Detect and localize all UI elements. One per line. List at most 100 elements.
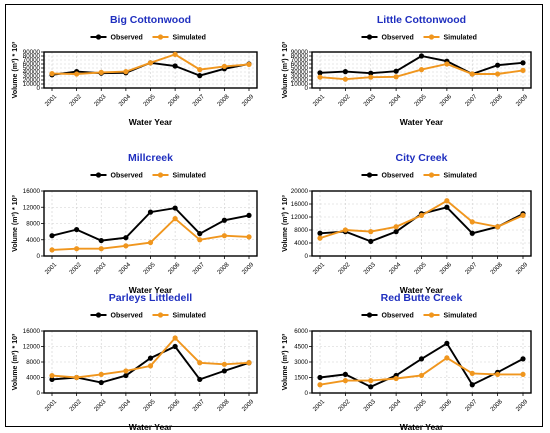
- data-point-observed: [469, 382, 475, 388]
- y-tick-label: 60000: [23, 61, 41, 68]
- data-point-observed: [317, 230, 323, 236]
- x-tick-label: 2004: [117, 93, 132, 108]
- data-point-observed: [147, 355, 154, 361]
- data-point-observed: [172, 343, 178, 350]
- y-tick-label: 10000: [291, 81, 309, 88]
- legend-observed-label: Observed: [111, 313, 143, 320]
- y-tick-label: 30000: [291, 73, 309, 80]
- data-point-observed: [74, 226, 80, 233]
- x-tick-label: 2003: [93, 261, 108, 276]
- x-tick-label: 2002: [68, 261, 83, 276]
- x-tick-label: 2001: [44, 261, 59, 276]
- data-point-observed: [246, 212, 252, 218]
- y-tick-label: 12000: [23, 344, 41, 351]
- data-point-simulated: [368, 378, 374, 384]
- y-tick-label: 6000: [294, 328, 308, 335]
- data-point-simulated: [98, 371, 104, 377]
- y-tick-label: 50000: [291, 65, 309, 72]
- x-tick-label: 2009: [515, 93, 530, 108]
- data-point-simulated: [317, 74, 323, 80]
- data-point-simulated: [444, 355, 450, 361]
- x-tick-label: 2001: [44, 93, 59, 108]
- data-point-observed: [368, 238, 374, 244]
- y-tick-label: 8000: [294, 227, 308, 234]
- data-point-simulated: [246, 234, 252, 240]
- y-tick-label: 8000: [26, 221, 40, 228]
- data-point-observed: [98, 379, 104, 386]
- data-point-simulated: [197, 67, 203, 73]
- x-tick-label: 2004: [388, 261, 403, 276]
- data-point-simulated: [221, 361, 227, 367]
- x-tick-label: 2006: [438, 93, 453, 108]
- y-tick-label: 90000: [291, 49, 309, 56]
- data-point-observed: [98, 237, 104, 244]
- data-point-simulated: [469, 370, 475, 376]
- y-axis-label: Volume (m³) * 10³: [282, 333, 289, 390]
- legend-observed-label: Observed: [111, 35, 143, 42]
- legend-simulated-marker: [157, 34, 164, 40]
- data-point-observed: [393, 68, 399, 74]
- x-tick-label: 2007: [191, 398, 206, 413]
- legend-simulated-label: Simulated: [444, 313, 477, 320]
- y-tick-label: 70000: [291, 57, 309, 64]
- y-tick-label: 20000: [23, 77, 41, 84]
- y-tick-label: 16000: [291, 201, 309, 208]
- data-point-simulated: [368, 229, 374, 235]
- legend-observed-marker: [95, 172, 102, 178]
- x-tick-label: 2005: [413, 93, 428, 108]
- data-point-observed: [342, 69, 348, 75]
- x-tick-label: 2001: [44, 398, 59, 413]
- chart-panel-3: Millcreek Observed Simulated 0 4000 8000 12000…: [12, 152, 258, 295]
- legend-observed-label: Observed: [382, 173, 414, 180]
- x-tick-label: 2003: [93, 93, 108, 108]
- plot-area-border: [43, 190, 258, 257]
- data-point-simulated: [495, 71, 501, 77]
- data-point-simulated: [317, 382, 323, 388]
- data-point-simulated: [123, 69, 129, 75]
- x-tick-label: 2005: [142, 93, 157, 108]
- x-tick-label: 2008: [489, 261, 504, 276]
- plot-area-border: [311, 330, 532, 394]
- y-tick-label: 0: [305, 85, 309, 92]
- x-tick-label: 2001: [312, 261, 327, 276]
- x-tick-label: 2006: [438, 398, 453, 413]
- chart-title: Parleys Littledell: [109, 292, 193, 304]
- legend-simulated-marker: [428, 312, 435, 318]
- x-tick-label: 2002: [337, 398, 352, 413]
- data-point-simulated: [197, 360, 203, 366]
- data-point-simulated: [342, 227, 348, 233]
- legend-simulated-label: Simulated: [173, 35, 206, 42]
- plot-area-border: [43, 330, 258, 394]
- y-tick-label: 16000: [23, 328, 41, 335]
- x-tick-label: 2006: [167, 398, 182, 413]
- x-tick-label: 2005: [413, 398, 428, 413]
- legend-simulated-label: Simulated: [444, 173, 477, 180]
- x-tick-label: 2004: [388, 93, 403, 108]
- data-point-observed: [520, 356, 526, 362]
- data-point-simulated: [172, 51, 178, 58]
- x-axis-label: Water Year: [400, 117, 444, 127]
- data-point-simulated: [418, 372, 425, 379]
- data-point-observed: [342, 371, 348, 377]
- legend-simulated-label: Simulated: [173, 313, 206, 320]
- y-axis-label: Volume (m³) * 10³: [282, 195, 289, 252]
- x-axis-label: Water Year: [400, 285, 444, 295]
- y-tick-label: 60000: [291, 61, 309, 68]
- data-point-simulated: [221, 63, 227, 69]
- data-point-simulated: [221, 233, 227, 239]
- data-point-simulated: [123, 368, 129, 374]
- y-tick-label: 80000: [23, 53, 41, 60]
- x-axis-label: Water Year: [129, 117, 173, 127]
- legend-simulated-marker: [428, 172, 435, 178]
- data-point-simulated: [172, 335, 178, 341]
- data-point-simulated: [197, 237, 203, 243]
- legend-observed-marker: [366, 34, 373, 40]
- x-axis-label: Water Year: [400, 422, 444, 432]
- x-tick-label: 2009: [241, 93, 256, 108]
- x-tick-label: 2004: [117, 261, 132, 276]
- y-axis-label: Volume (m³) * 10³: [12, 333, 19, 390]
- y-tick-label: 3000: [294, 359, 308, 366]
- y-tick-label: 16000: [23, 188, 41, 195]
- x-tick-label: 2003: [362, 93, 377, 108]
